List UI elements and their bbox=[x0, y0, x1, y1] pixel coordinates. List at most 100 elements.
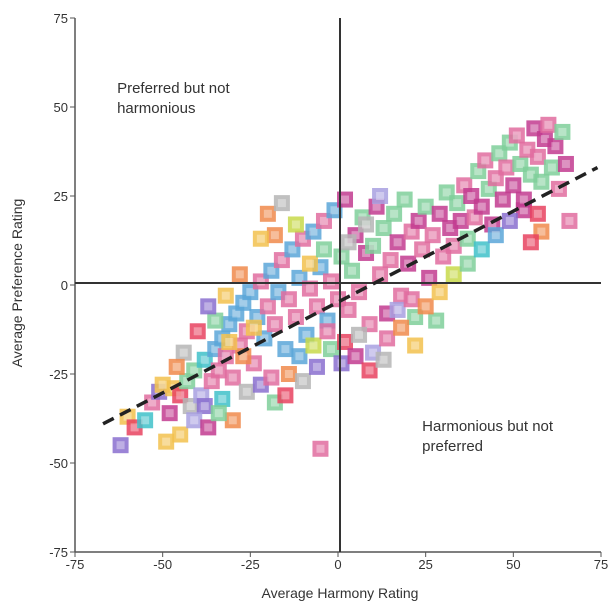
x-tick-label: 25 bbox=[418, 557, 432, 572]
data-point bbox=[358, 216, 375, 233]
data-point bbox=[259, 298, 276, 315]
data-point bbox=[315, 241, 332, 258]
data-point bbox=[333, 355, 350, 372]
data-point bbox=[245, 319, 262, 336]
data-point bbox=[554, 123, 571, 140]
quadrant-annotation: Harmonious but not preferred bbox=[422, 418, 554, 455]
x-axis-title: Average Harmony Rating bbox=[262, 585, 419, 601]
data-point bbox=[340, 234, 357, 251]
data-point bbox=[301, 280, 318, 297]
data-point bbox=[522, 234, 539, 251]
data-point bbox=[515, 191, 532, 208]
data-point bbox=[547, 138, 564, 155]
tick-labels: -75 -50 -25 0 25 50 75 75 50 25 0 -25 -50 -75 bbox=[49, 11, 608, 572]
data-point bbox=[340, 301, 357, 318]
data-point bbox=[498, 159, 515, 176]
data-point bbox=[189, 323, 206, 340]
x-tick-label: 75 bbox=[594, 557, 608, 572]
data-point bbox=[154, 376, 171, 393]
data-point bbox=[112, 437, 129, 454]
data-point bbox=[217, 287, 234, 304]
data-point bbox=[557, 155, 574, 172]
data-point bbox=[291, 348, 308, 365]
data-points bbox=[112, 116, 578, 457]
data-point bbox=[417, 298, 434, 315]
data-point bbox=[280, 366, 297, 382]
data-point bbox=[137, 412, 154, 429]
data-point bbox=[277, 387, 294, 404]
data-point bbox=[308, 298, 325, 315]
x-tick-label: -75 bbox=[66, 557, 85, 572]
data-point bbox=[487, 227, 504, 244]
data-point bbox=[407, 337, 424, 354]
data-point bbox=[175, 344, 192, 361]
data-point bbox=[221, 333, 238, 350]
x-tick-label: -25 bbox=[241, 557, 260, 572]
data-point bbox=[386, 205, 403, 222]
data-point bbox=[501, 212, 518, 229]
data-point bbox=[459, 255, 476, 272]
y-tick-label: 75 bbox=[54, 11, 68, 26]
annotations: Preferred but not harmonious Harmonious bu… bbox=[117, 80, 554, 455]
data-point bbox=[529, 205, 546, 222]
data-point bbox=[196, 398, 213, 415]
data-point bbox=[259, 205, 276, 222]
data-point bbox=[186, 412, 203, 429]
data-point bbox=[452, 212, 469, 229]
data-point bbox=[224, 369, 241, 386]
data-point bbox=[294, 373, 311, 390]
data-point bbox=[319, 323, 336, 340]
data-point bbox=[210, 405, 227, 422]
data-point bbox=[161, 405, 178, 422]
data-point bbox=[231, 266, 248, 283]
data-point bbox=[543, 159, 560, 176]
data-point bbox=[168, 358, 185, 375]
data-point bbox=[410, 212, 427, 229]
data-point bbox=[238, 383, 255, 400]
y-tick-label: 50 bbox=[54, 100, 68, 115]
data-point bbox=[273, 195, 290, 212]
quadrant-annotation: Preferred but not harmonious bbox=[117, 80, 230, 117]
data-point bbox=[372, 188, 389, 204]
data-point bbox=[561, 212, 578, 229]
data-point bbox=[217, 348, 234, 365]
data-point bbox=[214, 390, 231, 407]
data-point bbox=[431, 205, 448, 222]
data-point bbox=[428, 312, 445, 329]
data-point bbox=[389, 301, 406, 318]
data-point bbox=[445, 266, 462, 283]
data-point bbox=[403, 291, 420, 308]
y-tick-label: -25 bbox=[49, 367, 68, 382]
data-point bbox=[508, 127, 525, 144]
trendline bbox=[102, 165, 599, 426]
data-point bbox=[207, 312, 224, 329]
data-point bbox=[396, 191, 413, 208]
data-point bbox=[375, 220, 392, 237]
data-point bbox=[200, 298, 217, 315]
data-point bbox=[389, 234, 406, 251]
data-point bbox=[400, 255, 417, 272]
data-point bbox=[172, 426, 189, 443]
data-point bbox=[505, 177, 522, 194]
data-point bbox=[372, 266, 389, 283]
data-point bbox=[477, 152, 494, 169]
x-tick-label: -50 bbox=[153, 557, 172, 572]
data-point bbox=[351, 326, 368, 343]
data-point bbox=[266, 227, 283, 244]
data-point bbox=[333, 248, 350, 265]
data-point bbox=[337, 333, 354, 350]
data-point bbox=[347, 348, 364, 365]
data-point bbox=[445, 237, 462, 254]
data-point bbox=[266, 316, 283, 333]
data-point bbox=[421, 269, 438, 286]
data-point bbox=[308, 358, 325, 375]
data-point bbox=[473, 198, 490, 215]
y-tick-label: 0 bbox=[61, 278, 68, 293]
data-point bbox=[431, 284, 448, 301]
data-point bbox=[301, 255, 318, 272]
data-point bbox=[414, 241, 431, 258]
data-point bbox=[158, 433, 175, 450]
data-point bbox=[224, 412, 241, 429]
data-point bbox=[344, 262, 361, 279]
data-point bbox=[533, 173, 550, 190]
